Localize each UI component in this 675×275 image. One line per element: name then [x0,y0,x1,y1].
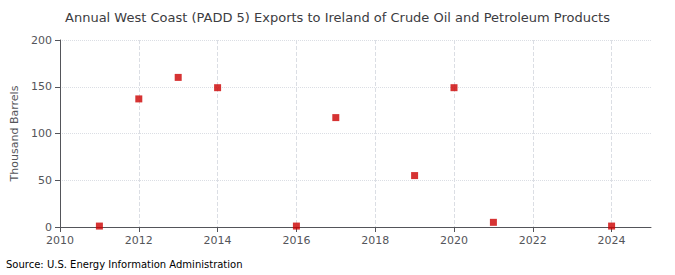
svg-text:0: 0 [45,221,52,234]
svg-text:Annual West Coast (PADD 5) Exp: Annual West Coast (PADD 5) Exports to Ir… [65,10,610,25]
svg-text:2010: 2010 [46,234,74,247]
svg-text:150: 150 [31,80,52,93]
svg-text:Thousand Barrels: Thousand Barrels [8,85,21,182]
svg-text:2014: 2014 [204,234,232,247]
svg-text:2018: 2018 [361,234,389,247]
svg-text:200: 200 [31,34,52,47]
svg-text:Source: U.S. Energy Informatio: Source: U.S. Energy Information Administ… [6,259,243,270]
svg-text:2020: 2020 [440,234,468,247]
svg-text:2012: 2012 [125,234,153,247]
svg-text:2016: 2016 [282,234,310,247]
svg-text:100: 100 [31,127,52,140]
svg-text:2024: 2024 [598,234,626,247]
svg-text:2022: 2022 [519,234,547,247]
svg-text:50: 50 [38,174,52,187]
